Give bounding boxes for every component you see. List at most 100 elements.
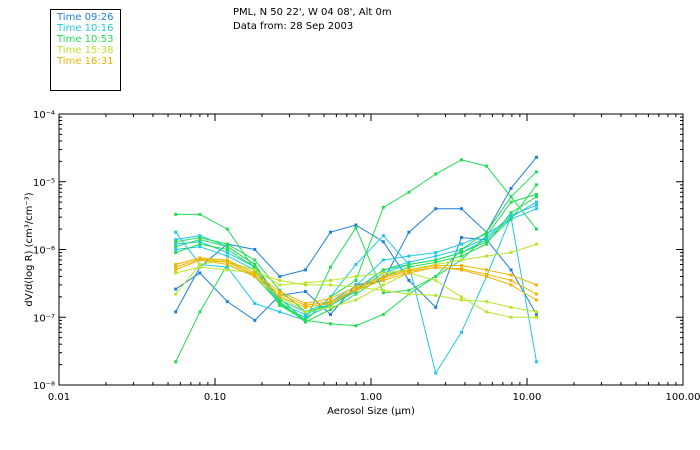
data-point <box>434 274 438 278</box>
data-point <box>174 240 178 244</box>
data-point <box>278 310 282 314</box>
data-point <box>484 254 488 258</box>
data-point <box>509 251 513 255</box>
legend-box: Time 09:26 Time 10:16 Time 10:53 Time 15… <box>50 9 121 91</box>
data-point <box>303 318 307 322</box>
x-tick-label: 0.10 <box>204 392 226 403</box>
data-point <box>434 258 438 262</box>
data-point <box>381 276 385 280</box>
data-point <box>253 268 257 272</box>
data-point <box>225 227 229 231</box>
data-point <box>198 238 202 242</box>
data-point <box>381 288 385 292</box>
data-point <box>174 248 178 251</box>
data-point <box>174 230 178 234</box>
data-point <box>225 242 229 246</box>
data-point <box>328 265 332 269</box>
x-tick-label: 10.00 <box>513 392 542 403</box>
data-point <box>198 265 202 269</box>
plot-frame <box>58 113 684 386</box>
data-point <box>434 254 438 258</box>
data-point <box>328 308 332 312</box>
data-point <box>198 256 202 260</box>
data-point <box>278 283 282 287</box>
series-line <box>175 258 537 306</box>
data-point <box>509 211 513 215</box>
data-point <box>278 300 282 304</box>
data-point <box>509 273 513 277</box>
y-tick-label: 10⁻⁷ <box>33 313 55 324</box>
data-point <box>225 245 229 249</box>
data-point <box>459 295 463 299</box>
data-point <box>381 291 385 295</box>
data-point <box>381 205 385 209</box>
data-point <box>303 283 307 287</box>
data-point <box>328 230 332 234</box>
data-point <box>534 227 538 231</box>
data-point <box>198 310 202 314</box>
y-tick-label: 10⁻⁸ <box>33 381 55 392</box>
data-point <box>484 274 488 278</box>
data-point <box>225 300 229 304</box>
data-point <box>354 223 358 227</box>
data-point <box>484 268 488 272</box>
data-point <box>174 212 178 216</box>
data-point <box>225 265 229 269</box>
data-point <box>407 292 411 296</box>
data-point <box>354 263 358 267</box>
data-point <box>534 155 538 159</box>
data-point <box>198 236 202 240</box>
data-point <box>509 268 513 272</box>
data-point <box>434 371 438 375</box>
data-point <box>174 360 178 364</box>
data-point <box>303 315 307 319</box>
data-point <box>381 274 385 278</box>
data-point <box>484 240 488 244</box>
data-point <box>278 289 282 293</box>
location-header: PML, N 50 22', W 04 08', Alt 0m <box>233 7 392 18</box>
data-point <box>509 278 513 282</box>
y-tick-label: 10⁻⁵ <box>33 178 55 189</box>
data-point <box>225 254 229 258</box>
data-point <box>459 267 463 271</box>
legend-entry-1053: Time 10:53 <box>57 34 114 45</box>
data-point <box>407 288 411 292</box>
data-point <box>303 320 307 324</box>
data-point <box>434 172 438 176</box>
data-point <box>509 200 513 204</box>
data-point <box>534 195 538 199</box>
data-point <box>407 278 411 282</box>
data-point <box>198 234 202 238</box>
data-point <box>328 296 332 300</box>
data-point <box>407 230 411 234</box>
data-point <box>174 310 178 314</box>
data-point <box>198 245 202 249</box>
data-point <box>381 312 385 316</box>
data-point <box>174 263 178 267</box>
data-point <box>253 258 257 262</box>
data-point <box>407 265 411 269</box>
data-point <box>198 240 202 244</box>
legend-entry-1016: Time 10:16 <box>57 23 114 34</box>
data-point <box>225 268 229 272</box>
data-point <box>278 301 282 305</box>
data-point <box>253 318 257 322</box>
data-point <box>354 226 358 230</box>
data-point <box>434 293 438 297</box>
data-point <box>534 200 538 204</box>
data-point <box>407 268 411 272</box>
data-point <box>354 298 358 302</box>
data-point <box>484 242 488 246</box>
data-point <box>303 289 307 293</box>
data-point <box>534 203 538 207</box>
data-point <box>534 310 538 314</box>
data-point <box>278 303 282 307</box>
legend-entry-1631: Time 16:31 <box>57 56 114 67</box>
data-point <box>381 240 385 244</box>
legend-entry-0926: Time 09:26 <box>57 12 114 23</box>
data-point <box>303 301 307 305</box>
data-point <box>534 360 538 364</box>
data-point <box>253 248 257 251</box>
data-point <box>198 212 202 216</box>
data-point <box>459 264 463 268</box>
